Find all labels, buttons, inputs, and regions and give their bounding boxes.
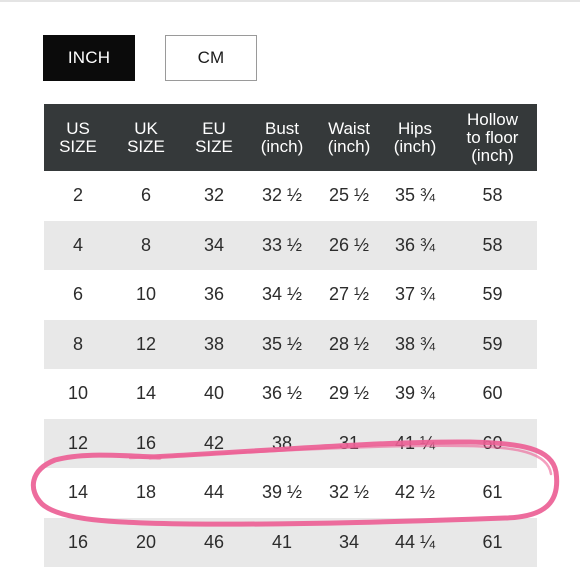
table-cell: 38 [180,319,248,369]
table-cell: 8 [112,220,180,270]
size-chart-table: US SIZE UK SIZE EU SIZE Bust (inch) Wais… [44,104,537,567]
table-cell: 6 [44,270,112,320]
header-hollow-to-floor: Hollow to floor (inch) [448,104,537,171]
table-cell: 35 ¾ [382,171,448,221]
table-cell: 39 ¾ [382,369,448,419]
table-cell: 27 ½ [316,270,382,320]
table-row: 2 6 32 32 ½ 25 ½ 35 ¾ 58 [44,171,537,221]
table-cell: 32 [180,171,248,221]
table-cell: 14 [44,468,112,518]
header-bust: Bust (inch) [248,104,316,171]
table-row: 4 8 34 33 ½ 26 ½ 36 ¾ 58 [44,220,537,270]
table-cell: 18 [112,468,180,518]
table-row: 16 20 46 41 34 44 ¼ 61 [44,517,537,567]
table-cell: 61 [448,517,537,567]
cm-unit-button[interactable]: CM [165,35,257,81]
header-waist: Waist (inch) [316,104,382,171]
top-divider [0,0,580,2]
table-cell: 34 ½ [248,270,316,320]
table-cell: 26 ½ [316,220,382,270]
table-cell: 41 [248,517,316,567]
table-cell: 58 [448,220,537,270]
table-cell: 42 [180,418,248,468]
table-cell: 40 [180,369,248,419]
table-row: 6 10 36 34 ½ 27 ½ 37 ¾ 59 [44,270,537,320]
table-cell: 36 [180,270,248,320]
size-chart-body: 2 6 32 32 ½ 25 ½ 35 ¾ 58 4 8 34 33 ½ 26 … [44,171,537,567]
table-cell: 44 ¼ [382,517,448,567]
table-cell: 42 ½ [382,468,448,518]
header-us-size: US SIZE [44,104,112,171]
table-cell: 36 ½ [248,369,316,419]
size-chart-header: US SIZE UK SIZE EU SIZE Bust (inch) Wais… [44,104,537,171]
table-cell: 59 [448,270,537,320]
table-row: 12 16 42 38 31 41 ¼ 60 [44,418,537,468]
table-cell: 60 [448,369,537,419]
header-row: US SIZE UK SIZE EU SIZE Bust (inch) Wais… [44,104,537,171]
table-cell: 32 ½ [248,171,316,221]
table-cell: 14 [112,369,180,419]
table-cell: 37 ¾ [382,270,448,320]
table-cell: 38 ¾ [382,319,448,369]
table-row: 10 14 40 36 ½ 29 ½ 39 ¾ 60 [44,369,537,419]
table-cell: 59 [448,319,537,369]
table-cell: 58 [448,171,537,221]
header-hips: Hips (inch) [382,104,448,171]
table-cell: 33 ½ [248,220,316,270]
table-cell: 34 [180,220,248,270]
table-row-highlighted: 14 18 44 39 ½ 32 ½ 42 ½ 61 [44,468,537,518]
header-eu-size: EU SIZE [180,104,248,171]
table-cell: 41 ¼ [382,418,448,468]
table-cell: 35 ½ [248,319,316,369]
table-cell: 39 ½ [248,468,316,518]
table-cell: 38 [248,418,316,468]
header-uk-size: UK SIZE [112,104,180,171]
table-cell: 32 ½ [316,468,382,518]
table-cell: 8 [44,319,112,369]
table-cell: 2 [44,171,112,221]
table-cell: 61 [448,468,537,518]
unit-toggle: INCH CM [43,35,258,81]
table-cell: 10 [44,369,112,419]
table-cell: 6 [112,171,180,221]
table-cell: 36 ¾ [382,220,448,270]
table-cell: 34 [316,517,382,567]
table-cell: 12 [44,418,112,468]
table-cell: 31 [316,418,382,468]
table-cell: 28 ½ [316,319,382,369]
table-row: 8 12 38 35 ½ 28 ½ 38 ¾ 59 [44,319,537,369]
table-cell: 29 ½ [316,369,382,419]
table-cell: 4 [44,220,112,270]
table-cell: 16 [44,517,112,567]
table-cell: 60 [448,418,537,468]
table-cell: 44 [180,468,248,518]
inch-unit-button[interactable]: INCH [43,35,135,81]
table-cell: 12 [112,319,180,369]
table-cell: 16 [112,418,180,468]
table-cell: 20 [112,517,180,567]
table-cell: 10 [112,270,180,320]
table-cell: 46 [180,517,248,567]
table-cell: 25 ½ [316,171,382,221]
